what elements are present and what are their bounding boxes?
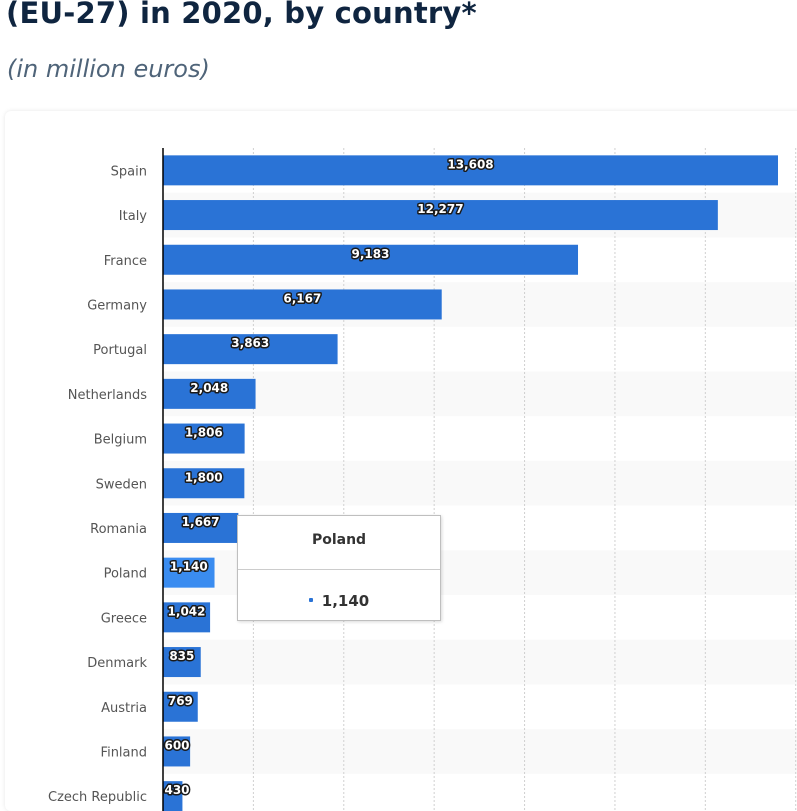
value-label: 600 — [164, 738, 189, 752]
value-label: 3,863 — [231, 336, 269, 350]
tooltip-divider — [238, 569, 440, 570]
value-label: 1,806 — [185, 426, 223, 440]
value-label: 430 — [164, 783, 189, 797]
category-label: Spain — [111, 164, 147, 179]
value-label: 9,183 — [352, 247, 390, 261]
tooltip: Poland 1,140 — [237, 515, 441, 621]
chart-subtitle: (in million euros) — [7, 55, 210, 83]
category-label: Finland — [101, 745, 147, 760]
category-labels: Spain Italy France Germany Portugal Netherlan… — [48, 164, 147, 805]
bar — [163, 647, 201, 678]
bar — [163, 378, 256, 409]
category-label: Portugal — [93, 343, 147, 358]
row-band — [163, 729, 797, 774]
category-label: Germany — [87, 298, 147, 313]
value-label: 769 — [168, 694, 193, 708]
bar — [163, 512, 239, 543]
value-label: 1,667 — [182, 515, 220, 529]
value-label: 835 — [169, 649, 194, 663]
bar — [163, 691, 198, 722]
category-label: Denmark — [87, 656, 147, 671]
bar — [163, 289, 442, 320]
category-label: Sweden — [96, 477, 147, 492]
category-label: France — [104, 254, 147, 269]
row-band — [163, 639, 797, 685]
bar — [163, 200, 718, 231]
category-label: Romania — [90, 522, 147, 537]
tooltip-title: Poland — [311, 532, 367, 548]
value-label: 1,042 — [168, 604, 206, 618]
value-label: 12,277 — [417, 202, 463, 216]
tooltip-value: 1,140 — [321, 592, 370, 610]
row-band — [163, 460, 797, 506]
category-label: Italy — [119, 209, 148, 224]
chart-title: (EU-27) in 2020, by country* — [6, 0, 477, 30]
chart-card: Spain Italy France Germany Portugal Netherlan… — [5, 111, 797, 811]
bar — [163, 468, 245, 499]
bar — [163, 155, 778, 186]
category-label: Austria — [101, 701, 147, 716]
row-bands — [163, 192, 797, 774]
value-label: 1,800 — [185, 470, 223, 484]
series-dot-icon — [308, 597, 313, 602]
gridlines — [252, 148, 797, 811]
row-band — [163, 371, 797, 417]
value-label: 2,048 — [190, 381, 228, 395]
bar — [163, 557, 215, 588]
category-label: Belgium — [94, 433, 147, 448]
category-label: Poland — [104, 567, 147, 582]
value-label: 13,608 — [447, 157, 493, 171]
value-label: 1,140 — [170, 560, 208, 574]
category-label: Greece — [101, 611, 147, 626]
value-label: 6,167 — [283, 291, 321, 305]
bar — [163, 423, 245, 454]
bar-chart: Spain Italy France Germany Portugal Netherlan… — [48, 148, 797, 811]
bars — [163, 155, 778, 811]
bar — [163, 602, 211, 633]
bar — [163, 244, 579, 275]
bar — [163, 736, 191, 767]
bar — [163, 334, 338, 365]
category-label: Czech Republic — [48, 790, 147, 805]
category-label: Netherlands — [68, 388, 147, 403]
